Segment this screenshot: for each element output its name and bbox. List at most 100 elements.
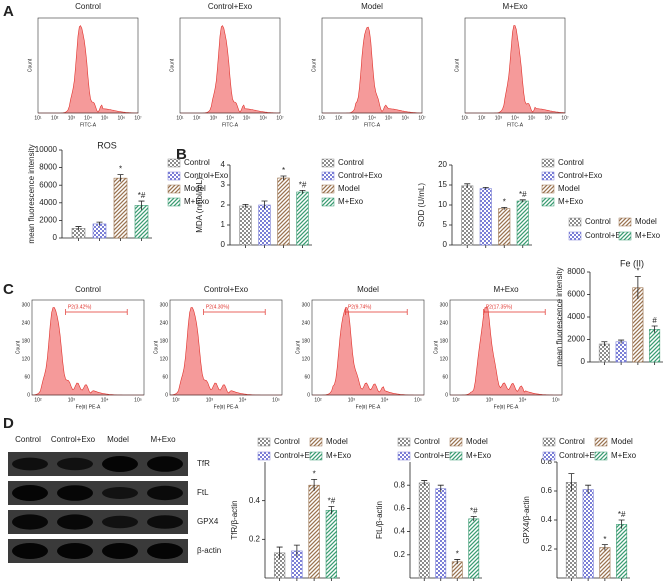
bar — [479, 188, 492, 246]
plot-frame — [169, 299, 283, 396]
error-bar — [328, 506, 335, 515]
legend-swatch — [321, 184, 335, 194]
legend-swatch — [541, 158, 555, 168]
y-axis-label: MDA (nmol/mL) — [195, 177, 204, 233]
x-tick-label: 10⁵ — [134, 397, 142, 403]
legend-label: Model — [558, 184, 580, 193]
y-tick-label: 2000 — [39, 216, 57, 225]
y-tick-label: 10 — [438, 200, 447, 209]
legend-label: Control — [184, 158, 210, 167]
x-axis-label: FITC-A — [364, 122, 381, 128]
error-bar — [299, 190, 306, 194]
x-tick-label: 10⁵ — [385, 115, 393, 121]
x-tick-label: 10⁵ — [101, 115, 109, 121]
legend-label: Control — [558, 158, 584, 167]
y-tick-label: 4000 — [567, 312, 585, 321]
blot-band — [102, 487, 138, 499]
x-tick-label: 10² — [478, 115, 486, 121]
y-tick-label: 2 — [221, 200, 226, 209]
legend-label: Control — [274, 437, 300, 446]
bar — [599, 547, 611, 579]
x-tick-label: 10⁴ — [239, 397, 247, 403]
legend-label: Model — [635, 217, 657, 226]
legend-swatch — [542, 437, 556, 447]
protein-label: TfR — [197, 459, 210, 468]
lane-label: Model — [107, 435, 129, 444]
protein-label: FtL — [197, 488, 209, 497]
histogram — [312, 307, 424, 396]
y-tick-label: 60 — [162, 374, 168, 380]
error-bar — [470, 516, 477, 522]
legend-label: Model — [326, 437, 348, 446]
y-tick-label: 8000 — [39, 163, 57, 172]
y-tick-label: 240 — [22, 321, 31, 327]
plot-frame — [311, 299, 425, 396]
y-axis-label: mean fluorescence intensity — [27, 144, 36, 243]
error-bar — [482, 187, 489, 190]
y-tick-label: 10000 — [35, 145, 58, 154]
chart-title: ROS — [97, 140, 117, 150]
y-tick-label: 6000 — [39, 180, 57, 189]
y-tick-label: 300 — [160, 303, 169, 309]
lane-label: Control+Exo — [51, 435, 96, 444]
y-tick-label: 0.8 — [394, 480, 406, 489]
legend-label: Model — [466, 437, 488, 446]
legend-swatch — [397, 437, 411, 447]
gate-label: P2(17.35%) — [486, 304, 513, 310]
y-axis-label: TfR/β-actin — [230, 500, 239, 539]
x-tick-label: 10³ — [68, 115, 76, 121]
x-tick-label: 10⁷ — [418, 115, 426, 121]
lane-label: M+Exo — [150, 435, 176, 444]
legend-label: M+Exo — [338, 197, 364, 206]
legend-label: M+Exo — [326, 451, 352, 460]
blot-band — [147, 543, 183, 559]
y-axis-label: Count — [454, 58, 460, 72]
flow-title: Control — [75, 285, 101, 294]
bar — [113, 177, 128, 239]
y-tick-label: 0 — [53, 233, 58, 242]
bar — [615, 341, 627, 363]
bar — [616, 524, 628, 579]
x-tick-label: 10⁵ — [528, 115, 536, 121]
flow-title: Model — [357, 285, 379, 294]
blot-band — [57, 485, 93, 501]
error-bar — [280, 175, 287, 180]
y-axis-label: Count — [169, 58, 175, 72]
significance-label: * — [603, 535, 606, 544]
y-axis-label: Count — [311, 58, 317, 72]
significance-label: * — [119, 165, 122, 174]
y-tick-label: 180 — [302, 339, 311, 345]
legend-swatch — [321, 171, 335, 181]
error-bar — [618, 519, 625, 529]
histogram — [169, 307, 282, 396]
x-tick-label: 10¹ — [34, 115, 42, 121]
legend-label: Control — [585, 217, 611, 226]
legend-label: M+Exo — [611, 451, 637, 460]
x-tick-label: 10³ — [495, 115, 503, 121]
panel-letter: C — [3, 281, 14, 298]
flow-title: Control+Exo — [204, 285, 249, 294]
legend-label: Control+Exo — [184, 171, 229, 180]
legend-swatch — [594, 437, 608, 447]
significance-label: *# — [138, 191, 146, 200]
blot-band — [147, 515, 183, 529]
bar — [296, 191, 309, 246]
x-tick-label: 10⁶ — [260, 115, 268, 121]
legend-swatch — [541, 184, 555, 194]
y-tick-label: 6000 — [567, 290, 585, 299]
y-axis-label: FtL/β-actin — [375, 501, 384, 539]
x-tick-label: 10⁵ — [552, 397, 560, 403]
legend-swatch — [257, 451, 271, 461]
legend-swatch — [257, 437, 271, 447]
x-tick-label: 10³ — [210, 115, 218, 121]
legend-label: Control+Exo — [414, 451, 459, 460]
x-tick-label: 10⁵ — [272, 397, 280, 403]
bar — [582, 489, 594, 579]
y-tick-label: 5 — [443, 220, 448, 229]
blot-band — [102, 543, 138, 559]
bar — [277, 177, 290, 246]
y-tick-label: 120 — [160, 356, 169, 362]
x-tick-label: 10⁴ — [368, 115, 376, 121]
y-tick-label: 300 — [22, 303, 31, 309]
y-tick-label: 0 — [221, 240, 226, 249]
